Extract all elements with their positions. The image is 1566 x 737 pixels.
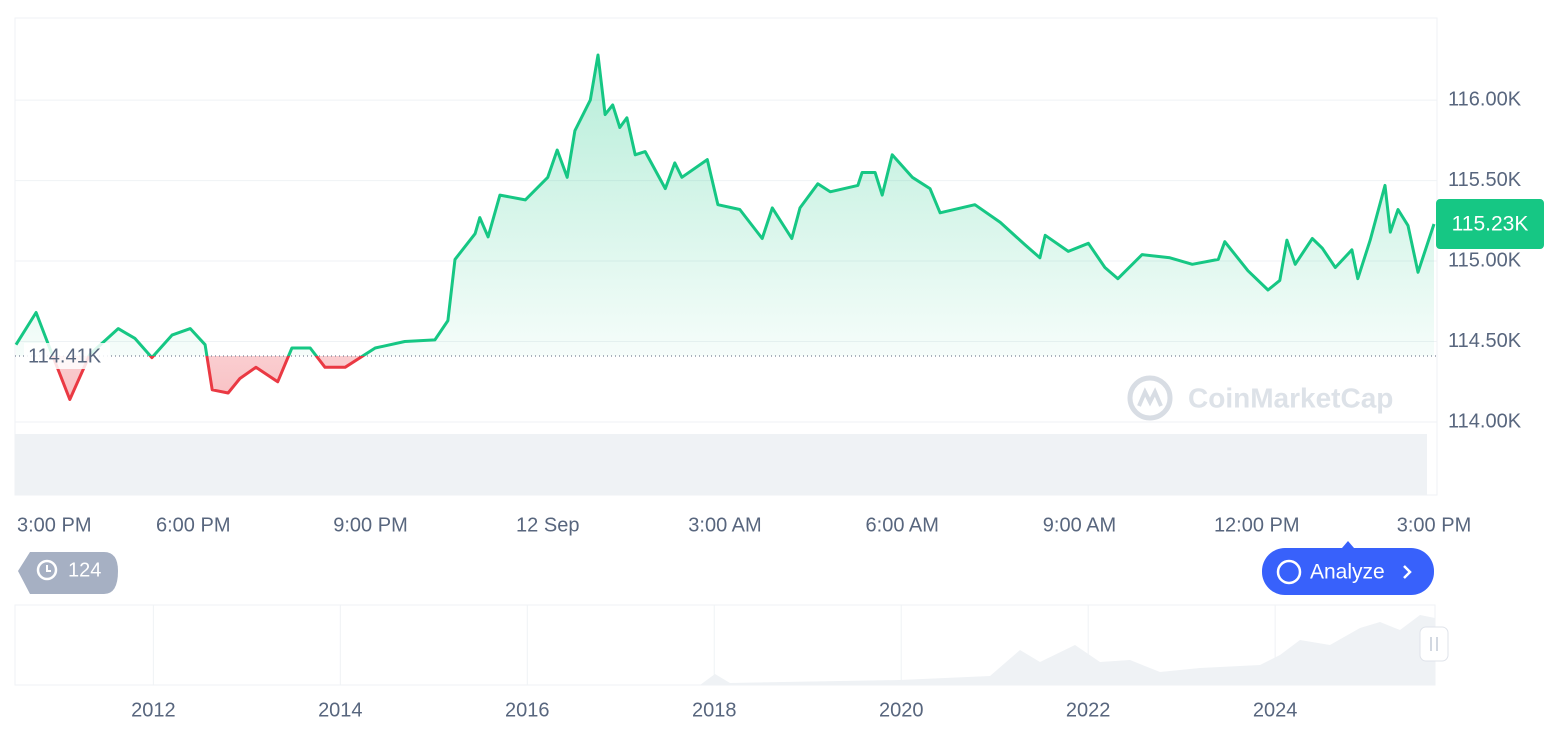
- x-tick-label: 12:00 PM: [1214, 514, 1300, 536]
- history-count: 124: [68, 559, 101, 581]
- x-tick-label: 3:00 PM: [1397, 514, 1471, 536]
- price-area: [16, 55, 1434, 400]
- clock-icon: [36, 559, 58, 581]
- price-line: [14, 53, 1436, 401]
- history-badge[interactable]: 124: [18, 552, 118, 594]
- reference-label-bg: [24, 343, 110, 370]
- x-tick-label: 6:00 PM: [156, 514, 230, 536]
- x-tick-label: 9:00 AM: [1043, 514, 1116, 536]
- navigator-handle[interactable]: [1419, 626, 1449, 662]
- button-label: Analyze: [1310, 561, 1385, 584]
- navigator-tick-label: 2014: [318, 699, 363, 721]
- button-bg: [1262, 548, 1434, 595]
- current-price-tag: [1436, 199, 1544, 250]
- navigator-history: [15, 615, 1435, 685]
- volume-area: [15, 434, 1427, 495]
- reference-label: 114.41K: [28, 345, 102, 367]
- y-tick-label: 115.50K: [1448, 169, 1522, 191]
- button-icon: [1276, 559, 1302, 585]
- clock-hands: [46, 565, 51, 572]
- y-tick-label: 114.00K: [1448, 410, 1522, 432]
- x-tick-label: 3:00 AM: [688, 514, 761, 536]
- navigator-tick-label: 2018: [692, 699, 737, 721]
- button-chevron: [1403, 565, 1412, 579]
- navigator-tick-label: 2024: [1253, 699, 1298, 721]
- navigator-tick-label: 2012: [131, 699, 176, 721]
- y-tick-label: 115.00K: [1448, 249, 1522, 271]
- navigator-tick-label: 2020: [879, 699, 924, 721]
- navigator-tick-label: 2016: [505, 699, 550, 721]
- watermark-text: CoinMarketCap: [1188, 382, 1393, 413]
- x-tick-label: 12 Sep: [516, 514, 579, 536]
- x-tick-label: 3:00 PM: [17, 514, 91, 536]
- button-pointer: [1342, 541, 1354, 548]
- navigator-tick-label: 2022: [1066, 699, 1111, 721]
- analyze-button[interactable]: Analyze: [1262, 541, 1434, 595]
- watermark: CoinMarketCap: [1127, 375, 1393, 421]
- current-price-label: 115.23K: [1452, 213, 1529, 236]
- y-tick-label: 116.00K: [1448, 88, 1522, 110]
- y-tick-label: 114.50K: [1448, 330, 1522, 352]
- x-tick-label: 6:00 AM: [866, 514, 939, 536]
- x-tick-label: 9:00 PM: [333, 514, 407, 536]
